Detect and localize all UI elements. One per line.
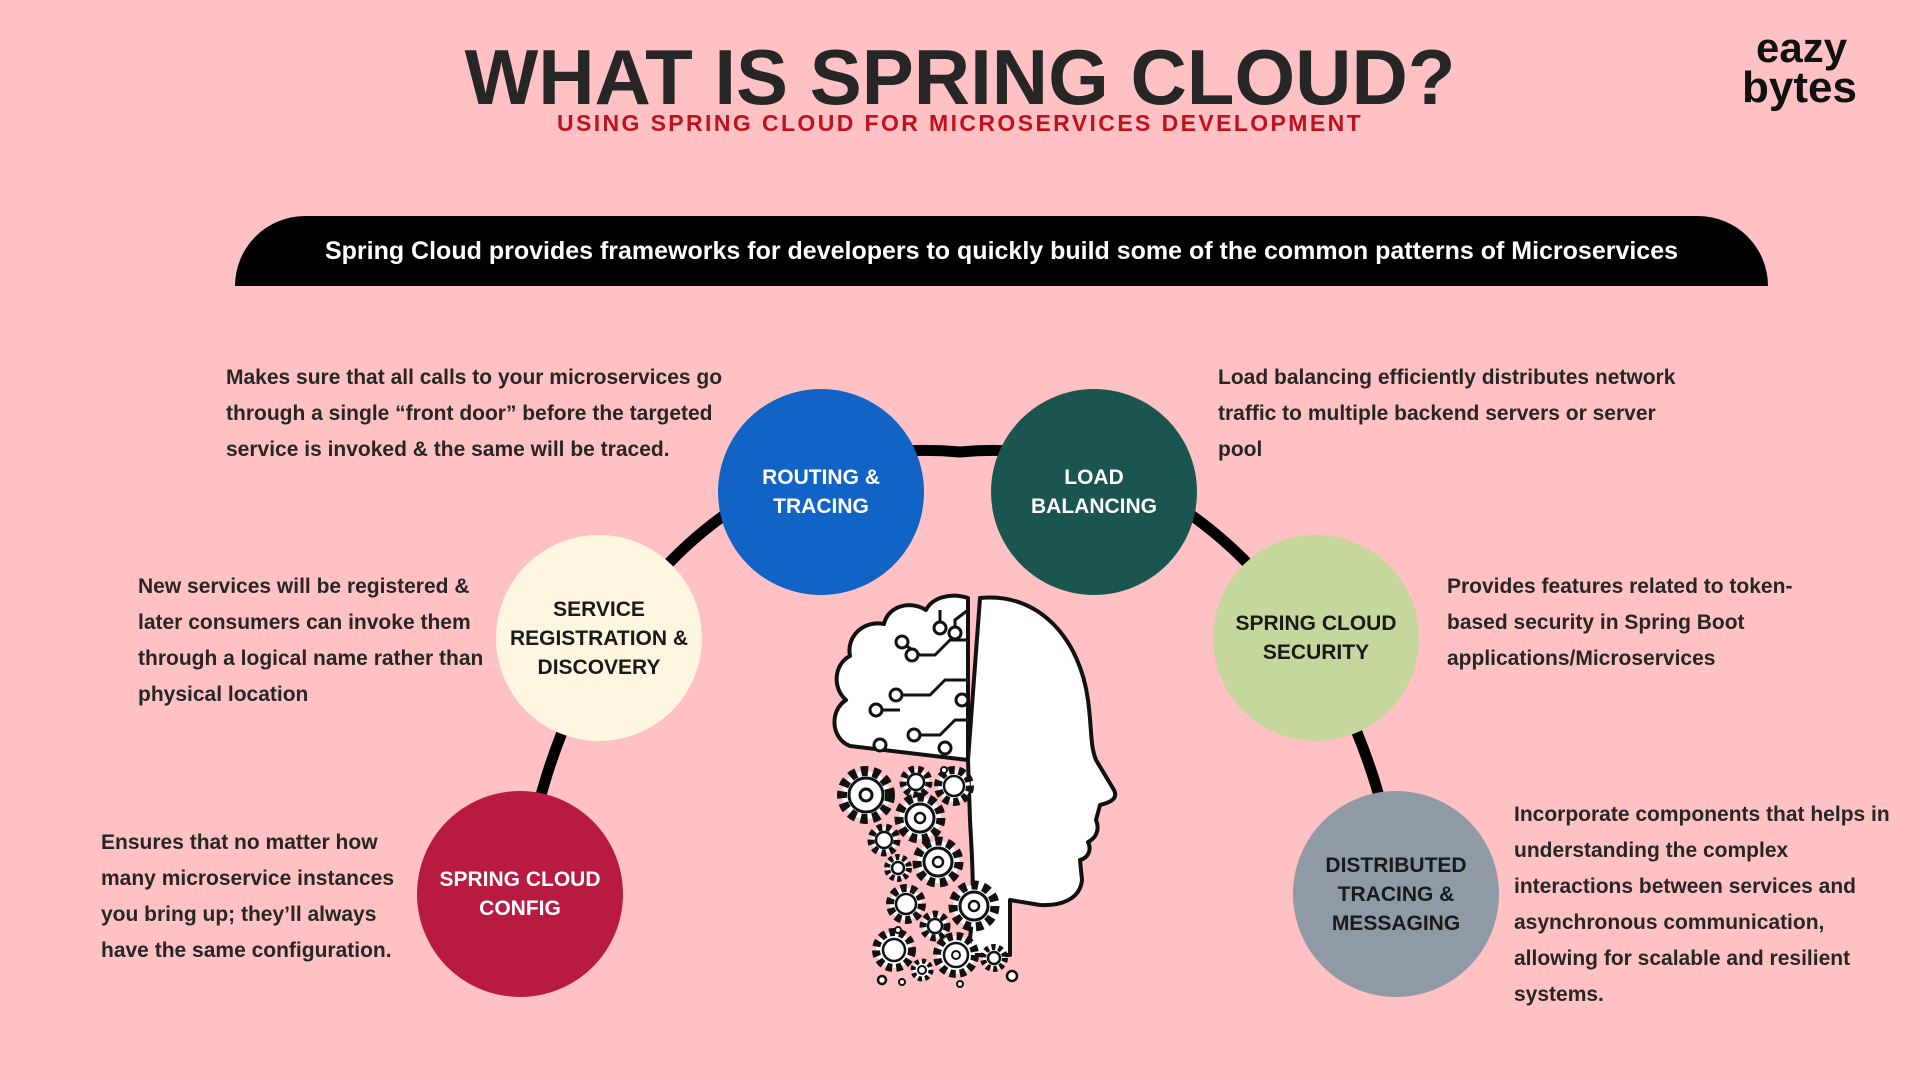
page-title: WHAT IS SPRING CLOUD? [464, 33, 1456, 121]
intro-banner-text: Spring Cloud provides frameworks for dev… [324, 236, 1679, 265]
pattern-label-config: SPRING CLOUD CONFIG [439, 868, 601, 920]
description-security: Provides features related to token-based… [1447, 575, 1793, 670]
pattern-circle-security: SPRING CLOUD SECURITY [1213, 535, 1419, 741]
pattern-circle-discovery: SERVICE REGISTRATION & DISCOVERY [496, 535, 702, 741]
description-tracing-messaging: Incorporate components that helps in und… [1514, 803, 1890, 1006]
intro-banner: Spring Cloud provides frameworks for dev… [235, 216, 1768, 286]
pattern-label-tracing-messaging: DISTRIBUTED TRACING & MESSAGING [1325, 853, 1467, 935]
description-load-balancing: Load balancing efficiently distributes n… [1218, 366, 1676, 461]
eazybytes-logo: eazy bytes [1742, 24, 1872, 112]
page-subtitle: USING SPRING CLOUD FOR MICROSERVICES DEV… [556, 110, 1364, 136]
pattern-label-security: SPRING CLOUD SECURITY [1235, 612, 1397, 664]
description-routing: Makes sure that all calls to your micros… [226, 366, 723, 461]
pattern-label-load-balancing: LOAD BALANCING [1031, 466, 1157, 518]
pattern-label-discovery: SERVICE REGISTRATION & DISCOVERY [509, 597, 689, 679]
pattern-circle-routing: ROUTING & TRACING [718, 389, 924, 595]
pattern-circle-tracing-messaging: DISTRIBUTED TRACING & MESSAGING [1293, 791, 1499, 997]
pattern-circle-config: SPRING CLOUD CONFIG [417, 791, 623, 997]
pattern-circle-load-balancing: LOAD BALANCING [991, 389, 1197, 595]
description-config: Ensures that no matter how many microser… [101, 831, 394, 962]
description-discovery: New services will be registered & later … [138, 575, 484, 706]
logo-line-2: bytes [1742, 63, 1857, 112]
pattern-label-routing: ROUTING & TRACING [762, 466, 880, 518]
logo-line-1: eazy [1756, 24, 1848, 71]
